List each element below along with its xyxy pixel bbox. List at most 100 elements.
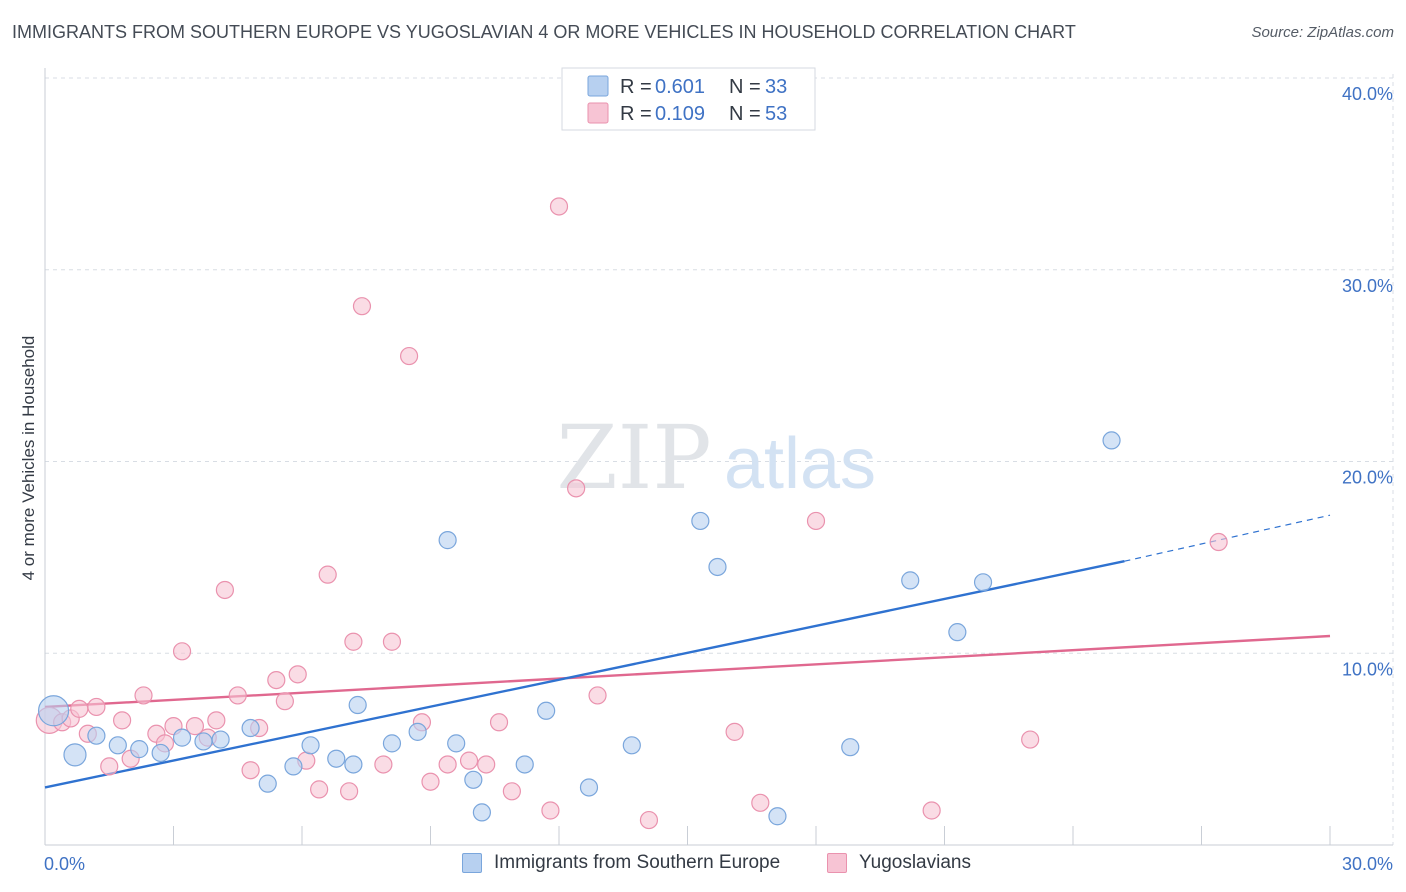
- point-southern-europe-7: [194, 732, 213, 751]
- point-southern-europe-8: [211, 730, 230, 749]
- point-southern-europe-20: [464, 770, 483, 789]
- bottom-legend-series-1: Immigrants from Southern Europe: [462, 852, 780, 874]
- legend-swatch-blue: [587, 75, 609, 97]
- point-yugoslavian-49: [1021, 730, 1040, 749]
- legend: R = 0.601 N = 33 R = 0.109 N = 53: [561, 67, 816, 131]
- point-yugoslavian-40: [541, 801, 560, 820]
- point-southern-europe-2: [87, 726, 106, 745]
- point-yugoslavian-43: [588, 686, 607, 705]
- watermark: ZIP atlas: [556, 406, 876, 509]
- point-yugoslavian-19: [241, 761, 260, 780]
- point-yugoslavian-39: [502, 782, 521, 801]
- point-yugoslavian-44: [639, 810, 659, 830]
- bottom-legend-label-2: Yugoslavians: [859, 852, 971, 873]
- point-yugoslavian-16: [207, 711, 226, 730]
- point-yugoslavian-48: [922, 801, 941, 820]
- x-tick-label-1: 30.0%: [1342, 854, 1393, 874]
- point-southern-europe-15: [348, 695, 367, 715]
- point-southern-europe-31: [948, 623, 967, 642]
- point-southern-europe-23: [537, 701, 556, 720]
- x-tick-labels: 0.0% 30.0%: [44, 854, 1393, 874]
- point-yugoslavian-17: [215, 580, 234, 600]
- point-southern-europe-30: [901, 571, 920, 590]
- point-yugoslavian-25: [310, 780, 329, 799]
- point-yugoslavian-31: [382, 632, 402, 651]
- point-yugoslavian-38: [489, 713, 509, 732]
- legend-n-value-1: 33: [765, 76, 787, 98]
- point-yugoslavian-18: [228, 686, 247, 705]
- point-yugoslavian-13: [172, 642, 192, 661]
- y-tick-label-2: 30.0%: [1342, 276, 1393, 296]
- point-yugoslavian-41: [549, 197, 569, 216]
- point-yugoslavian-34: [421, 772, 440, 791]
- point-southern-europe-21: [472, 803, 491, 822]
- point-southern-europe-3: [108, 736, 127, 755]
- point-yugoslavian-37: [477, 755, 496, 774]
- legend-n-label-1: N =: [729, 76, 761, 98]
- trend-line-southern-europe: [44, 560, 1125, 789]
- point-southern-europe-27: [708, 557, 727, 577]
- trend-line-southern-europe-extension: [1124, 514, 1331, 562]
- source-label: Source: ZipAtlas.com: [1251, 24, 1394, 41]
- point-yugoslavian-27: [340, 782, 359, 801]
- point-yugoslavian-23: [288, 665, 307, 684]
- point-southern-europe-16: [382, 734, 402, 753]
- point-southern-europe-4: [130, 740, 149, 759]
- point-southern-europe-13: [327, 749, 346, 768]
- point-yugoslavian-50: [1209, 532, 1228, 552]
- point-southern-europe-24: [579, 778, 599, 797]
- point-yugoslavian-3: [70, 699, 89, 718]
- grid: [45, 74, 1394, 845]
- point-yugoslavian-42: [567, 479, 586, 498]
- point-yugoslavian-21: [267, 670, 286, 690]
- bottom-legend-label-1: Immigrants from Southern Europe: [494, 852, 781, 873]
- y-tick-label-0: 10.0%: [1342, 659, 1393, 679]
- point-yugoslavian-22: [275, 692, 294, 711]
- point-southern-europe-11: [284, 757, 303, 776]
- point-southern-europe-22: [515, 755, 534, 774]
- point-southern-europe-1: [63, 743, 87, 767]
- legend-r-value-1: 0.601: [655, 76, 705, 98]
- y-tick-label-3: 40.0%: [1342, 84, 1393, 104]
- point-yugoslavian-30: [374, 755, 393, 774]
- x-tick-label-0: 0.0%: [44, 854, 85, 874]
- legend-n-label-2: N =: [729, 103, 761, 125]
- point-yugoslavian-6: [100, 757, 119, 776]
- point-yugoslavian-47: [806, 511, 826, 531]
- legend-r-value-2: 0.109: [655, 103, 705, 125]
- point-yugoslavian-28: [344, 632, 363, 651]
- point-yugoslavian-46: [751, 793, 770, 812]
- legend-n-value-2: 53: [765, 103, 787, 125]
- chart-title: IMMIGRANTS FROM SOUTHERN EUROPE VS YUGOS…: [12, 22, 1076, 42]
- watermark-atlas: atlas: [724, 424, 876, 504]
- legend-r-label-2: R =: [620, 103, 652, 125]
- point-yugoslavian-9: [134, 686, 153, 705]
- point-southern-europe-17: [408, 722, 427, 741]
- point-southern-europe-19: [447, 734, 466, 753]
- point-southern-europe-12: [301, 736, 320, 755]
- point-southern-europe-29: [841, 738, 860, 757]
- point-yugoslavian-36: [459, 751, 479, 770]
- trend-line-yugoslavians: [44, 634, 1331, 709]
- point-yugoslavian-29: [352, 297, 372, 316]
- bottom-legend-series-2: Yugoslavians: [827, 852, 971, 874]
- point-yugoslavian-32: [399, 346, 419, 366]
- point-yugoslavian-45: [725, 722, 744, 741]
- point-southern-europe-18: [438, 531, 457, 550]
- point-southern-europe-28: [768, 807, 787, 826]
- point-southern-europe-25: [622, 736, 641, 755]
- point-yugoslavian-35: [438, 755, 457, 774]
- point-yugoslavian-14: [185, 717, 205, 736]
- point-southern-europe-14: [344, 755, 363, 774]
- point-yugoslavian-7: [112, 711, 132, 730]
- point-southern-europe-10: [258, 774, 277, 793]
- legend-swatch-pink: [587, 102, 609, 124]
- point-yugoslavian-26: [318, 565, 337, 584]
- point-southern-europe-26: [691, 511, 710, 531]
- point-southern-europe-5: [151, 743, 170, 763]
- point-southern-europe-33: [1102, 431, 1121, 450]
- legend-r-label-1: R =: [620, 76, 652, 98]
- point-southern-europe-6: [172, 728, 192, 747]
- point-southern-europe-32: [973, 573, 993, 592]
- trend-lines: [44, 514, 1331, 789]
